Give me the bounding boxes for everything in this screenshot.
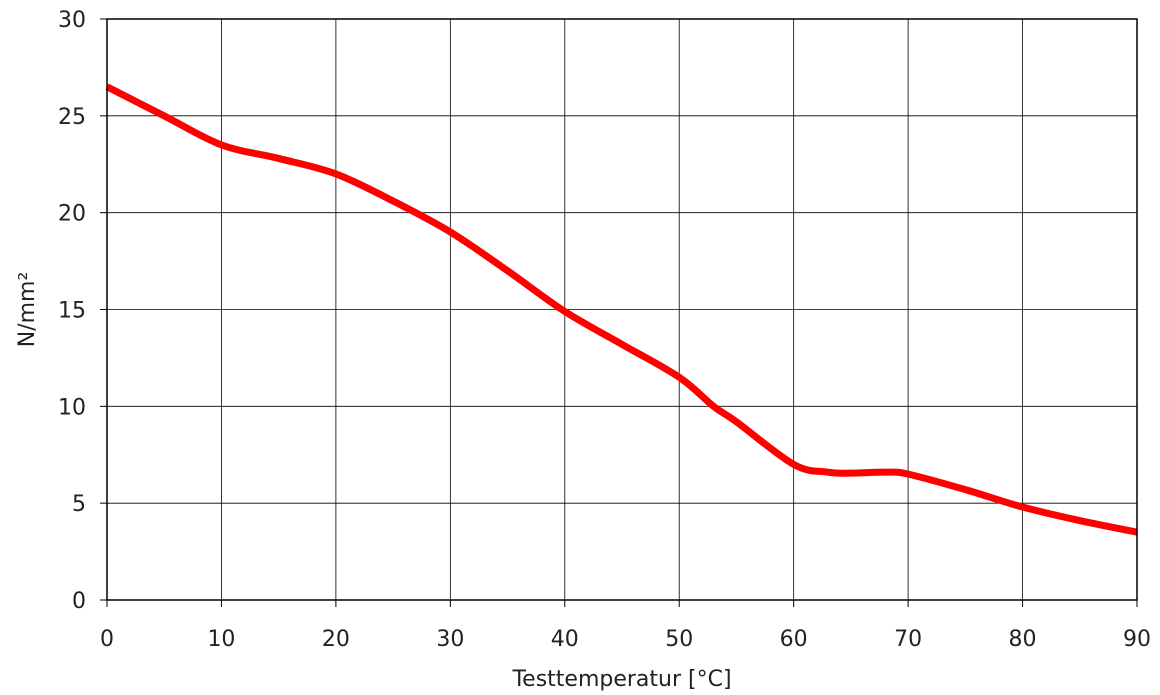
x-tick-label: 90	[1123, 627, 1151, 652]
y-tick-label: 25	[58, 105, 86, 130]
y-tick-label: 5	[72, 492, 86, 517]
y-tick-label: 15	[58, 299, 86, 324]
x-tick-label: 60	[780, 627, 808, 652]
x-tick-label: 80	[1009, 627, 1037, 652]
x-tick-label: 20	[322, 627, 350, 652]
y-axis-label: N/mm²	[15, 272, 40, 348]
series-layer	[105, 83, 1138, 536]
x-tick-label: 50	[665, 627, 693, 652]
plot-frame	[106, 18, 1138, 601]
x-tick-label: 70	[894, 627, 922, 652]
y-tick-label: 0	[72, 589, 86, 614]
x-tick-label: 0	[100, 627, 114, 652]
series-line	[105, 83, 1138, 536]
axis-ticks: 0 10 20 30 40 50 60 70 80 90 0 5 10 15 20 25 30	[58, 8, 1151, 652]
y-tick-label: 10	[58, 395, 86, 420]
y-tick-label: 20	[58, 202, 86, 227]
x-tick-label: 30	[436, 627, 464, 652]
x-tick-label: 10	[207, 627, 235, 652]
y-tick-label: 30	[58, 8, 86, 33]
x-tick-label: 40	[551, 627, 579, 652]
x-axis-label: Testtemperatur [°C]	[511, 667, 731, 692]
